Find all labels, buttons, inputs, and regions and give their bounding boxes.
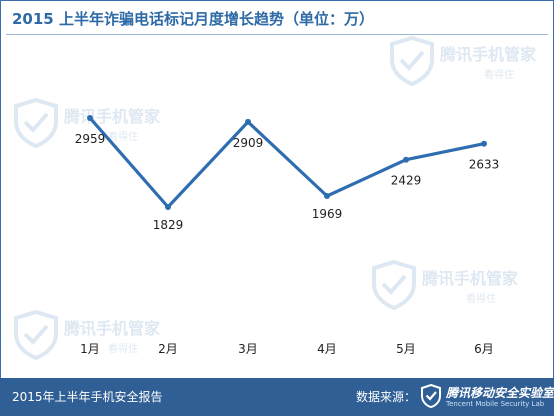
x-tick-label: 1月 [80, 342, 100, 356]
data-label: 2429 [391, 174, 422, 188]
title-divider [6, 34, 548, 35]
series-line [88, 116, 486, 209]
source-label: 数据来源： [356, 390, 417, 404]
data-point [481, 140, 487, 147]
data-label: 2909 [233, 136, 264, 150]
watermark-brand: 腾讯手机管家 [64, 107, 161, 126]
lab-logo-text: 腾讯移动安全实验室 [446, 386, 554, 400]
data-label: 1969 [312, 207, 343, 221]
data-label: 1829 [153, 218, 184, 232]
data-label: 2959 [75, 132, 106, 146]
shield-icon [421, 384, 441, 408]
watermark-brand: 腾讯手机管家 [64, 319, 161, 338]
watermark-check-icon [23, 324, 49, 345]
watermark-shield-icon [372, 259, 416, 311]
report-title: 2015年上半年手机安全报告 [12, 390, 163, 404]
plot-area: 2959 1月 1829 2月 2909 3月 1969 4月 2429 5月 2633 6月 [75, 115, 500, 356]
x-tick-label: 5月 [396, 342, 416, 356]
watermark-shield-icon [14, 309, 58, 361]
data-point [87, 115, 93, 121]
lab-logo-subtext: Tencent Mobile Security Lab [446, 400, 545, 408]
watermark-shield-icon [390, 35, 434, 87]
x-tick-label: 3月 [238, 342, 258, 356]
x-tick-label: 2月 [158, 342, 178, 356]
watermark-brand: 腾讯手机管家 [422, 269, 519, 288]
watermark-slogan: 看得住 [108, 130, 138, 143]
data-label: 2633 [469, 158, 500, 172]
watermark-check-icon [399, 50, 425, 71]
x-tick-label: 4月 [317, 342, 337, 356]
watermark-brand: 腾讯手机管家 [440, 45, 537, 64]
x-tick-label: 6月 [474, 342, 494, 356]
data-point [403, 156, 409, 163]
watermark-slogan: 看得住 [108, 342, 138, 355]
watermark-check-icon [23, 112, 49, 133]
chart-title: 2015 上半年诈骗电话标记月度增长趋势（单位：万） [12, 10, 374, 28]
watermark-slogan: 看得住 [484, 68, 514, 81]
data-point [245, 118, 251, 125]
data-point [324, 193, 330, 199]
footer-bar: 2015年上半年手机安全报告 数据来源： 腾讯移动安全实验室 Tencent M… [0, 378, 554, 416]
data-point [165, 204, 171, 210]
watermark-slogan: 看得住 [466, 292, 496, 305]
lab-logo: 腾讯移动安全实验室 Tencent Mobile Security Lab [420, 382, 554, 412]
watermark-shield-icon [14, 97, 58, 149]
watermark-check-icon [381, 274, 407, 295]
